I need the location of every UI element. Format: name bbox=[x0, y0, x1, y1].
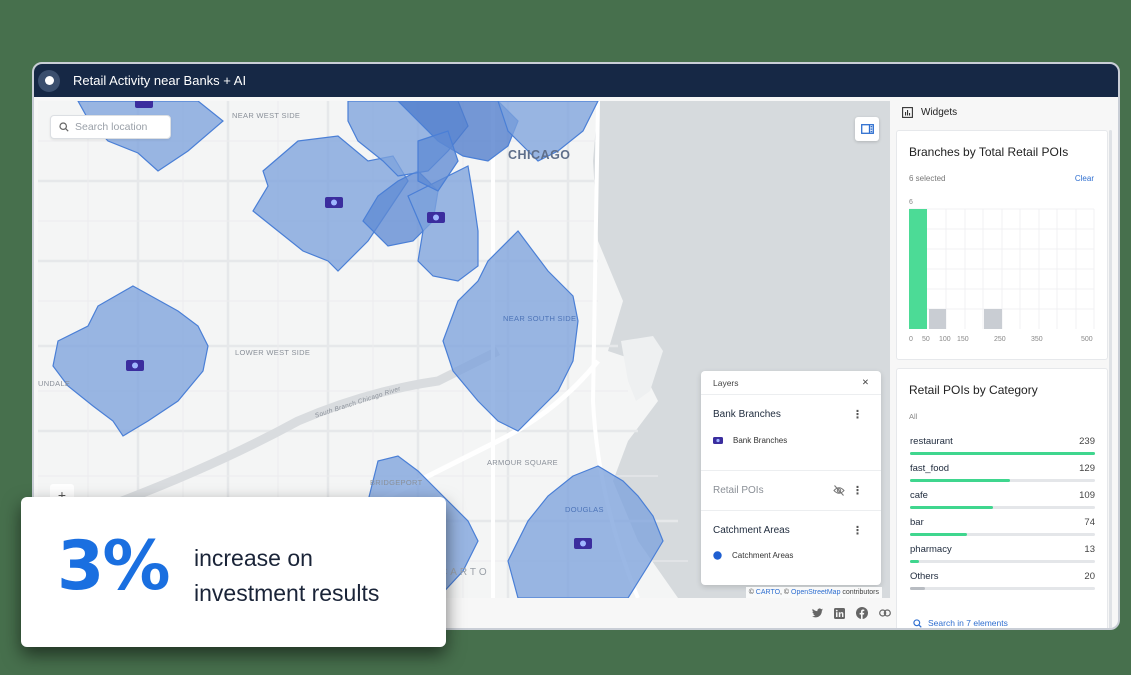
widgets-header: Widgets bbox=[896, 101, 1112, 123]
linkedin-icon[interactable] bbox=[834, 607, 845, 619]
bank-note-icon bbox=[713, 437, 723, 444]
legend-label: Catchment Areas bbox=[732, 551, 794, 560]
layer-name: Bank Branches bbox=[713, 409, 781, 420]
histogram-bar bbox=[984, 309, 1002, 329]
category-widget: Retail POIs by Category All restaurant 23… bbox=[896, 368, 1108, 628]
eye-off-icon[interactable] bbox=[833, 485, 845, 496]
layers-panel-title: Layers bbox=[713, 377, 739, 388]
svg-text:50: 50 bbox=[922, 336, 930, 343]
more-options-icon[interactable]: ⋮ bbox=[852, 485, 863, 497]
map-label-bridgeport: BRIDGEPORT bbox=[370, 478, 423, 487]
more-options-icon[interactable]: ⋮ bbox=[852, 525, 863, 537]
carto-logo-icon[interactable] bbox=[38, 69, 60, 92]
twitter-icon[interactable] bbox=[812, 608, 823, 618]
svg-text:0: 0 bbox=[909, 336, 913, 343]
category-item-pharmacy[interactable]: pharmacy 13 bbox=[910, 544, 1095, 563]
svg-text:250: 250 bbox=[994, 336, 1006, 343]
facebook-icon[interactable] bbox=[856, 607, 868, 619]
histogram-widget: Branches by Total Retail POIs 6 selected… bbox=[896, 130, 1108, 360]
app-window: Retail Activity near Banks + AI bbox=[32, 62, 1120, 630]
map-label-lawndale: UNDALE bbox=[38, 379, 71, 388]
histogram-bar-selected bbox=[909, 209, 927, 329]
close-icon[interactable]: ✕ bbox=[861, 377, 869, 387]
toggle-panel-button[interactable] bbox=[855, 117, 879, 141]
clear-selection-button[interactable]: Clear bbox=[1074, 174, 1094, 183]
svg-text:350: 350 bbox=[1031, 336, 1043, 343]
layer-retail-pois[interactable]: Retail POIs ⋮ bbox=[701, 471, 881, 511]
map-label-near-west-side: NEAR WEST SIDE bbox=[232, 111, 301, 120]
promo-text: increase on investment results bbox=[194, 545, 380, 606]
bank-branch-markers bbox=[126, 101, 592, 549]
more-options-icon[interactable]: ⋮ bbox=[852, 409, 863, 421]
map-label-chicago: CHICAGO bbox=[508, 148, 571, 162]
search-location[interactable] bbox=[50, 115, 171, 139]
promo-card: 3% increase on investment results bbox=[21, 497, 446, 647]
sidebar-scrollbar[interactable] bbox=[1109, 130, 1112, 628]
category-item-cafe[interactable]: cafe 109 bbox=[910, 490, 1095, 509]
map-label-douglas: DOUGLAS bbox=[565, 505, 604, 514]
map-label-lower-west-side: LOWER WEST SIDE bbox=[235, 348, 311, 357]
legend-label: Bank Branches bbox=[733, 436, 788, 445]
selection-count: 6 selected bbox=[909, 174, 946, 183]
chart-widget-icon bbox=[902, 106, 913, 118]
category-item-fast-food[interactable]: fast_food 129 bbox=[910, 463, 1095, 482]
sidebar-panel-icon bbox=[860, 124, 874, 134]
search-icon bbox=[913, 618, 922, 628]
svg-text:150: 150 bbox=[957, 336, 969, 343]
share-bar bbox=[812, 607, 891, 619]
search-icon bbox=[59, 122, 69, 132]
link-icon[interactable] bbox=[879, 609, 891, 617]
carto-watermark: CARTO bbox=[440, 567, 490, 578]
x-axis-ticks: 0 50 100 150 250 350 500 bbox=[909, 336, 1093, 343]
layers-panel: Layers ✕ Bank Branches ⋮ Bank Branches R… bbox=[701, 371, 881, 585]
legend-row: Bank Branches bbox=[713, 436, 869, 445]
title-bar: Retail Activity near Banks + AI bbox=[34, 64, 1118, 97]
category-item-restaurant[interactable]: restaurant 239 bbox=[910, 436, 1095, 455]
histogram-chart[interactable]: 6 0 50 100 150 250 350 500 bbox=[909, 197, 1099, 347]
map-label-armour-square: ARMOUR SQUARE bbox=[487, 458, 558, 467]
widget-title: Branches by Total Retail POIs bbox=[909, 145, 1069, 159]
carto-link[interactable]: CARTO bbox=[755, 589, 781, 596]
search-input[interactable] bbox=[75, 121, 165, 133]
map-label-near-south-side: NEAR SOUTH SIDE bbox=[503, 314, 577, 323]
circle-icon bbox=[713, 551, 722, 560]
svg-text:500: 500 bbox=[1081, 336, 1093, 343]
widgets-title: Widgets bbox=[921, 106, 958, 118]
category-item-others[interactable]: Others 20 bbox=[910, 571, 1095, 590]
category-item-bar[interactable]: bar 74 bbox=[910, 517, 1095, 536]
y-max-label: 6 bbox=[909, 199, 913, 206]
map-attribution: © CARTO, © OpenStreetMap contributors bbox=[745, 587, 882, 598]
widget-title: Retail POIs by Category bbox=[909, 383, 1038, 397]
svg-text:100: 100 bbox=[939, 336, 951, 343]
layer-name: Retail POIs bbox=[713, 485, 764, 496]
layer-bank-branches[interactable]: Bank Branches ⋮ Bank Branches bbox=[701, 395, 881, 471]
category-filter-label: All bbox=[909, 412, 918, 421]
osm-link[interactable]: OpenStreetMap bbox=[791, 589, 841, 596]
app-title: Retail Activity near Banks + AI bbox=[73, 73, 247, 88]
layer-name: Catchment Areas bbox=[713, 525, 790, 536]
search-categories-button[interactable]: Search in 7 elements bbox=[913, 618, 1008, 628]
promo-big-number: 3% bbox=[57, 527, 170, 606]
legend-row: Catchment Areas bbox=[713, 551, 869, 560]
layer-catchment-areas[interactable]: Catchment Areas ⋮ Catchment Areas bbox=[701, 511, 881, 583]
widgets-sidebar: Widgets Branches by Total Retail POIs 6 … bbox=[896, 101, 1112, 628]
layers-panel-header: Layers ✕ bbox=[701, 371, 881, 395]
histogram-bar bbox=[929, 309, 946, 329]
